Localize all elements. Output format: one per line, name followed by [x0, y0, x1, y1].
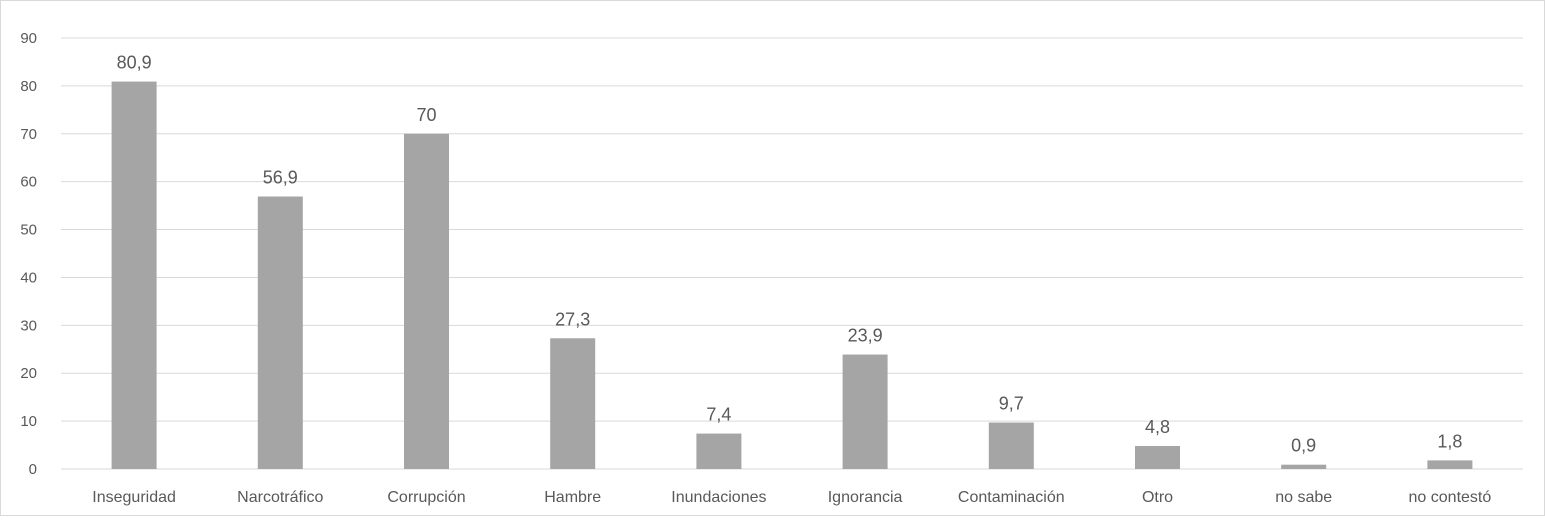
data-label: 0,9 — [1291, 436, 1316, 456]
y-tick-label: 30 — [20, 317, 37, 334]
bar-hambre — [550, 338, 596, 469]
bar-otro — [1135, 446, 1180, 469]
y-tick-label: 20 — [20, 365, 37, 382]
data-label: 4,8 — [1145, 417, 1170, 437]
y-axis-ticks: 0 10 20 30 40 50 60 70 80 90 — [20, 30, 37, 478]
bar-inundaciones — [696, 433, 742, 469]
x-category-label: no sabe — [1275, 489, 1332, 506]
bar-contaminación — [988, 422, 1034, 469]
y-tick-label: 40 — [20, 269, 37, 286]
bars — [111, 81, 1473, 470]
y-tick-label: 80 — [20, 78, 37, 95]
x-category-label: Inseguridad — [92, 489, 176, 506]
x-category-label: Inundaciones — [671, 489, 766, 506]
data-label: 1,8 — [1437, 431, 1462, 451]
y-tick-label: 0 — [29, 461, 37, 478]
data-label: 56,9 — [263, 168, 298, 188]
x-axis-categories: Inseguridad Narcotráfico Corrupción Hambre I… — [92, 489, 1491, 506]
data-label: 70 — [416, 105, 436, 125]
data-label: 80,9 — [117, 53, 152, 73]
data-label: 9,7 — [999, 394, 1024, 414]
gridlines — [61, 37, 1523, 470]
y-tick-label: 60 — [20, 174, 37, 191]
x-category-label: Ignorancia — [828, 489, 903, 506]
bar-ignorancia — [842, 354, 888, 469]
y-tick-label: 50 — [20, 222, 37, 239]
x-category-label: Otro — [1142, 489, 1173, 506]
x-category-label: no contestó — [1409, 489, 1492, 506]
data-label: 23,9 — [848, 326, 883, 346]
bar-no-sabe — [1281, 464, 1327, 469]
y-tick-label: 10 — [20, 413, 37, 430]
x-category-label: Narcotráfico — [237, 489, 323, 506]
x-category-label: Corrupción — [387, 489, 465, 506]
bar-narcotráfico — [257, 196, 303, 470]
x-category-label: Contaminación — [958, 489, 1065, 506]
y-tick-label: 90 — [20, 30, 37, 47]
bar-no-contestó — [1427, 460, 1473, 469]
data-labels: 80,9 56,9 70 27,3 7,4 23,9 9,7 4,8 0,9 1,8 — [117, 53, 1463, 456]
data-label: 7,4 — [706, 405, 731, 425]
bar-inseguridad — [111, 81, 157, 469]
x-category-label: Hambre — [544, 489, 601, 506]
bar-corrupción — [404, 133, 449, 469]
y-tick-label: 70 — [20, 126, 37, 143]
data-label: 27,3 — [555, 309, 590, 329]
